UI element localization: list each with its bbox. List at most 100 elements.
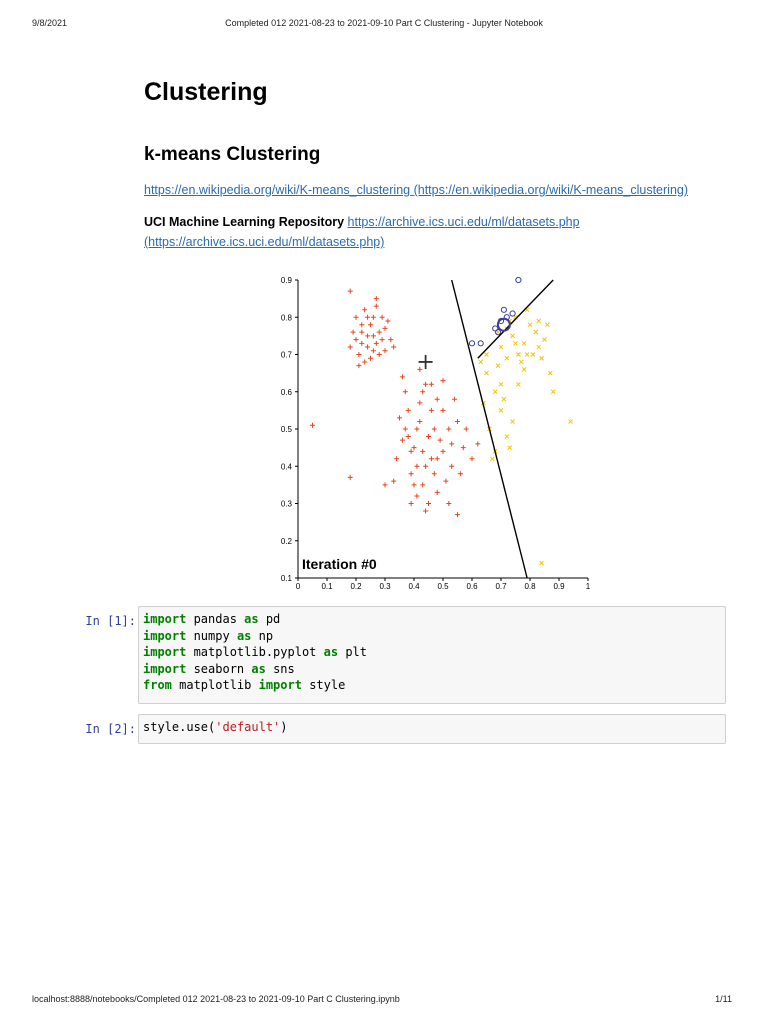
code-token: ) — [280, 720, 288, 734]
uci-paragraph: UCI Machine Learning Repository https://… — [144, 212, 744, 252]
data-point — [460, 445, 466, 451]
notebook-title: Clustering — [144, 78, 268, 106]
uci-link[interactable]: https://archive.ics.uci.edu/ml/datasets.… — [144, 215, 580, 249]
data-point — [368, 322, 373, 328]
data-point — [353, 337, 359, 343]
data-point — [431, 471, 437, 477]
data-point — [423, 381, 429, 387]
data-point — [446, 501, 452, 506]
data-point — [420, 448, 426, 454]
data-point — [533, 329, 539, 335]
code-keyword: import — [143, 628, 187, 643]
data-point — [530, 352, 536, 357]
y-tick-label: 0.1 — [281, 574, 293, 583]
code-cell-1[interactable]: In [1]: import pandas as pd import numpy … — [76, 606, 728, 706]
data-point — [539, 560, 544, 566]
data-point — [545, 322, 550, 328]
y-tick-label: 0.9 — [281, 276, 293, 285]
data-point — [394, 456, 400, 462]
data-point — [428, 381, 434, 387]
data-point — [550, 389, 556, 395]
data-point — [350, 329, 356, 335]
data-point — [539, 355, 544, 361]
data-point — [376, 352, 382, 357]
data-point — [484, 370, 489, 376]
code-keyword: import — [143, 612, 187, 626]
data-point — [417, 400, 423, 406]
wiki-link[interactable]: https://en.wikipedia.org/wiki/K-means_cl… — [144, 183, 688, 197]
data-point — [449, 463, 455, 469]
data-point — [414, 426, 420, 432]
code-cell-2[interactable]: In [2]: style.use('default') — [76, 714, 728, 744]
code-keyword: import — [258, 678, 302, 692]
data-point — [484, 352, 489, 357]
data-point — [365, 344, 371, 350]
y-tick-label: 0.3 — [281, 500, 293, 509]
code-keyword: as — [236, 628, 252, 643]
cell-prompt: In [1]: — [85, 614, 136, 628]
data-point — [440, 378, 446, 384]
data-point — [492, 325, 499, 332]
y-tick-label: 0.6 — [281, 388, 293, 397]
code-token: seaborn — [186, 661, 252, 676]
data-point — [365, 314, 371, 320]
data-point — [434, 396, 440, 402]
data-point — [365, 333, 371, 339]
data-point — [510, 419, 515, 424]
print-page-number: 1/11 — [715, 994, 732, 1004]
data-point — [457, 471, 463, 477]
code-keyword: as — [323, 645, 339, 659]
x-tick-label: 0 — [296, 582, 301, 591]
code-token: sns — [265, 661, 295, 676]
data-point — [428, 407, 434, 413]
data-point — [527, 322, 533, 328]
data-point — [426, 501, 431, 506]
code-token: pandas — [186, 612, 245, 626]
data-point — [515, 276, 522, 284]
data-point — [382, 482, 388, 488]
data-point — [362, 359, 368, 365]
data-point — [510, 333, 515, 339]
code-token: numpy — [186, 628, 237, 643]
data-point — [426, 433, 431, 439]
x-tick-label: 1 — [586, 582, 591, 591]
data-point — [509, 310, 516, 317]
data-point — [489, 456, 495, 462]
data-point — [492, 389, 498, 395]
data-point — [443, 478, 449, 484]
centroid-orange — [418, 354, 433, 369]
data-point — [370, 333, 376, 339]
print-header: 9/8/2021 Completed 012 2021-08-23 to 202… — [0, 18, 768, 32]
code-line: import pandas as pd — [143, 611, 721, 628]
y-tick-label: 0.7 — [281, 351, 293, 360]
data-point — [420, 482, 426, 488]
y-tick-label: 0.8 — [281, 313, 293, 322]
data-point — [391, 478, 397, 484]
code-input[interactable]: style.use('default') — [138, 714, 726, 744]
data-point — [411, 482, 417, 488]
data-point — [373, 303, 379, 309]
print-footer: localhost:8888/notebooks/Completed 012 2… — [0, 994, 768, 1008]
data-point — [408, 471, 414, 477]
wiki-link-paren: (https://en.wikipedia.org/wiki/K-means_c… — [413, 183, 689, 197]
data-point — [495, 329, 502, 336]
data-point — [507, 445, 513, 450]
data-point — [521, 367, 527, 372]
data-point — [347, 288, 353, 294]
y-tick-label: 0.4 — [281, 462, 293, 471]
data-point — [446, 426, 452, 432]
data-point — [405, 407, 411, 413]
code-token: np — [251, 628, 274, 643]
data-point — [498, 381, 504, 387]
data-point — [353, 314, 359, 320]
data-point — [478, 359, 484, 365]
print-title: Completed 012 2021-08-23 to 2021-09-10 P… — [225, 18, 543, 28]
data-point — [536, 318, 542, 324]
data-point — [542, 337, 547, 342]
data-point — [434, 489, 440, 495]
data-point — [408, 448, 414, 454]
data-point — [501, 396, 507, 402]
data-point — [379, 337, 385, 343]
code-input[interactable]: import pandas as pd import numpy as np imp… — [138, 606, 726, 704]
data-point — [414, 493, 420, 499]
